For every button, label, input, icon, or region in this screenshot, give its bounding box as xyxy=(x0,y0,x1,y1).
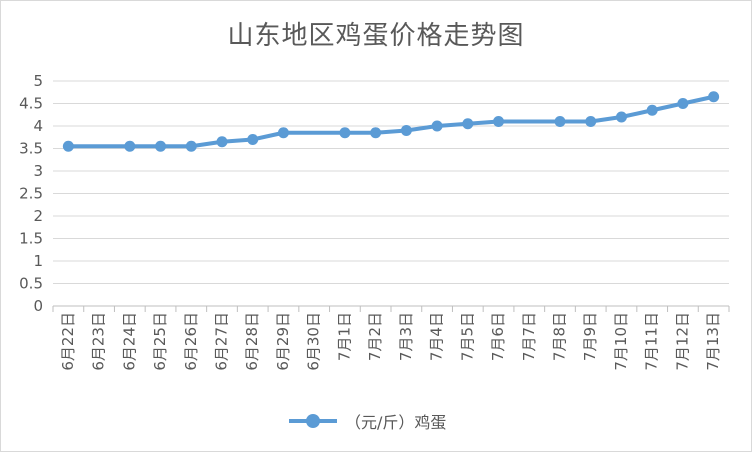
data-point xyxy=(431,120,443,132)
x-tick-label: 6月26日 xyxy=(182,312,200,371)
y-tick-label: 4.5 xyxy=(19,95,43,113)
data-point xyxy=(554,116,566,127)
x-tick-label: 7月2日 xyxy=(366,312,384,361)
data-point xyxy=(185,140,197,152)
x-tick-label: 7月6日 xyxy=(489,312,507,361)
data-point xyxy=(585,116,597,127)
x-tick-label: 6月29日 xyxy=(274,312,292,371)
x-tick-label: 6月24日 xyxy=(120,312,138,371)
data-point xyxy=(677,98,689,109)
x-tick-label: 6月25日 xyxy=(151,312,169,371)
x-tick-label: 7月13日 xyxy=(704,312,722,371)
x-tick-label: 7月1日 xyxy=(335,312,353,361)
x-tick-label: 7月10日 xyxy=(612,312,630,371)
legend-line-marker-icon xyxy=(289,413,337,429)
x-tick-label: 7月5日 xyxy=(458,312,476,361)
x-tick-label: 6月22日 xyxy=(59,312,77,371)
data-point xyxy=(216,136,228,148)
x-tick-label: 6月30日 xyxy=(305,312,323,371)
data-point xyxy=(155,140,167,152)
legend[interactable]: （元/斤）鸡蛋 xyxy=(289,409,446,433)
y-tick-label: 5 xyxy=(33,72,43,90)
y-tick-label: 2.5 xyxy=(19,185,43,203)
data-point xyxy=(493,116,505,127)
x-tick-label: 7月11日 xyxy=(643,312,661,371)
x-tick-label: 6月28日 xyxy=(243,312,261,371)
x-tick-label: 7月3日 xyxy=(397,312,415,361)
y-tick-label: 1.5 xyxy=(19,230,43,248)
x-tick-label: 7月8日 xyxy=(551,312,569,361)
data-point xyxy=(62,140,74,152)
data-point xyxy=(247,134,259,145)
data-point xyxy=(400,125,412,136)
data-point xyxy=(370,127,382,139)
x-tick-label: 7月7日 xyxy=(520,312,538,361)
chart-title: 山东地区鸡蛋价格走势图 xyxy=(227,21,525,51)
y-tick-label: 4 xyxy=(33,117,43,135)
y-tick-label: 3 xyxy=(33,162,43,180)
y-tick-label: 3.5 xyxy=(19,140,43,158)
legend-label: （元/斤）鸡蛋 xyxy=(345,413,447,432)
x-tick-label: 6月27日 xyxy=(213,312,231,371)
x-tick-label: 7月4日 xyxy=(428,312,446,361)
x-tick-label: 7月12日 xyxy=(673,312,691,371)
x-tick-label: 7月9日 xyxy=(581,312,599,361)
series-line xyxy=(68,94,715,149)
data-point xyxy=(615,111,627,123)
y-tick-label: 1 xyxy=(33,252,43,270)
data-point xyxy=(124,140,136,152)
data-point xyxy=(462,118,474,130)
data-point xyxy=(339,127,351,139)
data-point xyxy=(708,91,720,103)
y-tick-label: 0 xyxy=(33,297,43,315)
data-point xyxy=(646,104,658,116)
y-tick-label: 0.5 xyxy=(19,275,43,293)
data-point xyxy=(277,127,289,139)
y-tick-label: 2 xyxy=(33,207,43,225)
x-tick-label: 6月23日 xyxy=(90,312,108,371)
